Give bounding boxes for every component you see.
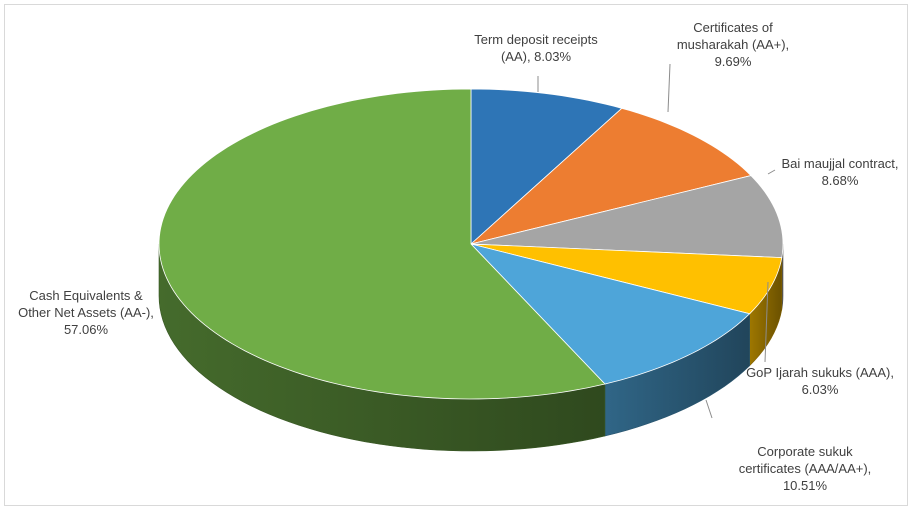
- pie-slice-4[interactable]: [469, 243, 751, 385]
- data-label-0: Term deposit receipts (AA), 8.03%: [474, 32, 598, 64]
- pie-leaders: [537, 63, 776, 419]
- data-label-line: musharakah (AA+),: [677, 37, 789, 52]
- data-label-3: GoP Ijarah sukuks (AAA), 6.03%: [746, 365, 894, 397]
- data-label-line: Certificates of: [693, 20, 773, 35]
- data-label-line: 57.06%: [64, 322, 109, 337]
- data-label-4: Corporate sukuk certificates (AAA/AA+), 10…: [739, 444, 872, 493]
- data-label-5: Cash Equivalents & Other Net Assets (AA-)…: [18, 288, 154, 337]
- pie-slice-0[interactable]: [470, 88, 623, 245]
- data-label-line: Corporate sukuk: [757, 444, 853, 459]
- data-label-line: Bai maujjal contract,: [781, 156, 898, 171]
- leader-line-1: [667, 63, 671, 113]
- data-label-line: 6.03%: [802, 382, 839, 397]
- data-label-1: Certificates of musharakah (AA+), 9.69%: [677, 20, 789, 69]
- data-label-line: Term deposit receipts: [474, 32, 598, 47]
- data-label-line: 10.51%: [783, 478, 828, 493]
- data-label-line: Other Net Assets (AA-),: [18, 305, 154, 320]
- data-label-line: Cash Equivalents &: [29, 288, 143, 303]
- pie-labels: Term deposit receipts (AA), 8.03% Certific…: [18, 20, 898, 493]
- data-label-line: (AA), 8.03%: [501, 49, 572, 64]
- data-label-line: 9.69%: [715, 54, 752, 69]
- pie-slice-3[interactable]: [470, 243, 783, 315]
- data-label-line: 8.68%: [822, 173, 859, 188]
- pie-slice-1[interactable]: [470, 107, 752, 245]
- leader-line-2: [767, 169, 776, 175]
- data-label-2: Bai maujjal contract, 8.68%: [781, 156, 898, 188]
- data-label-line: GoP Ijarah sukuks (AAA),: [746, 365, 894, 380]
- data-label-line: certificates (AAA/AA+),: [739, 461, 872, 476]
- pie-top: [158, 88, 784, 400]
- leader-line-4: [705, 399, 713, 419]
- pie-slice-5[interactable]: [158, 88, 606, 400]
- leader-line-3: [764, 281, 769, 363]
- pie-slice-2[interactable]: [470, 175, 784, 259]
